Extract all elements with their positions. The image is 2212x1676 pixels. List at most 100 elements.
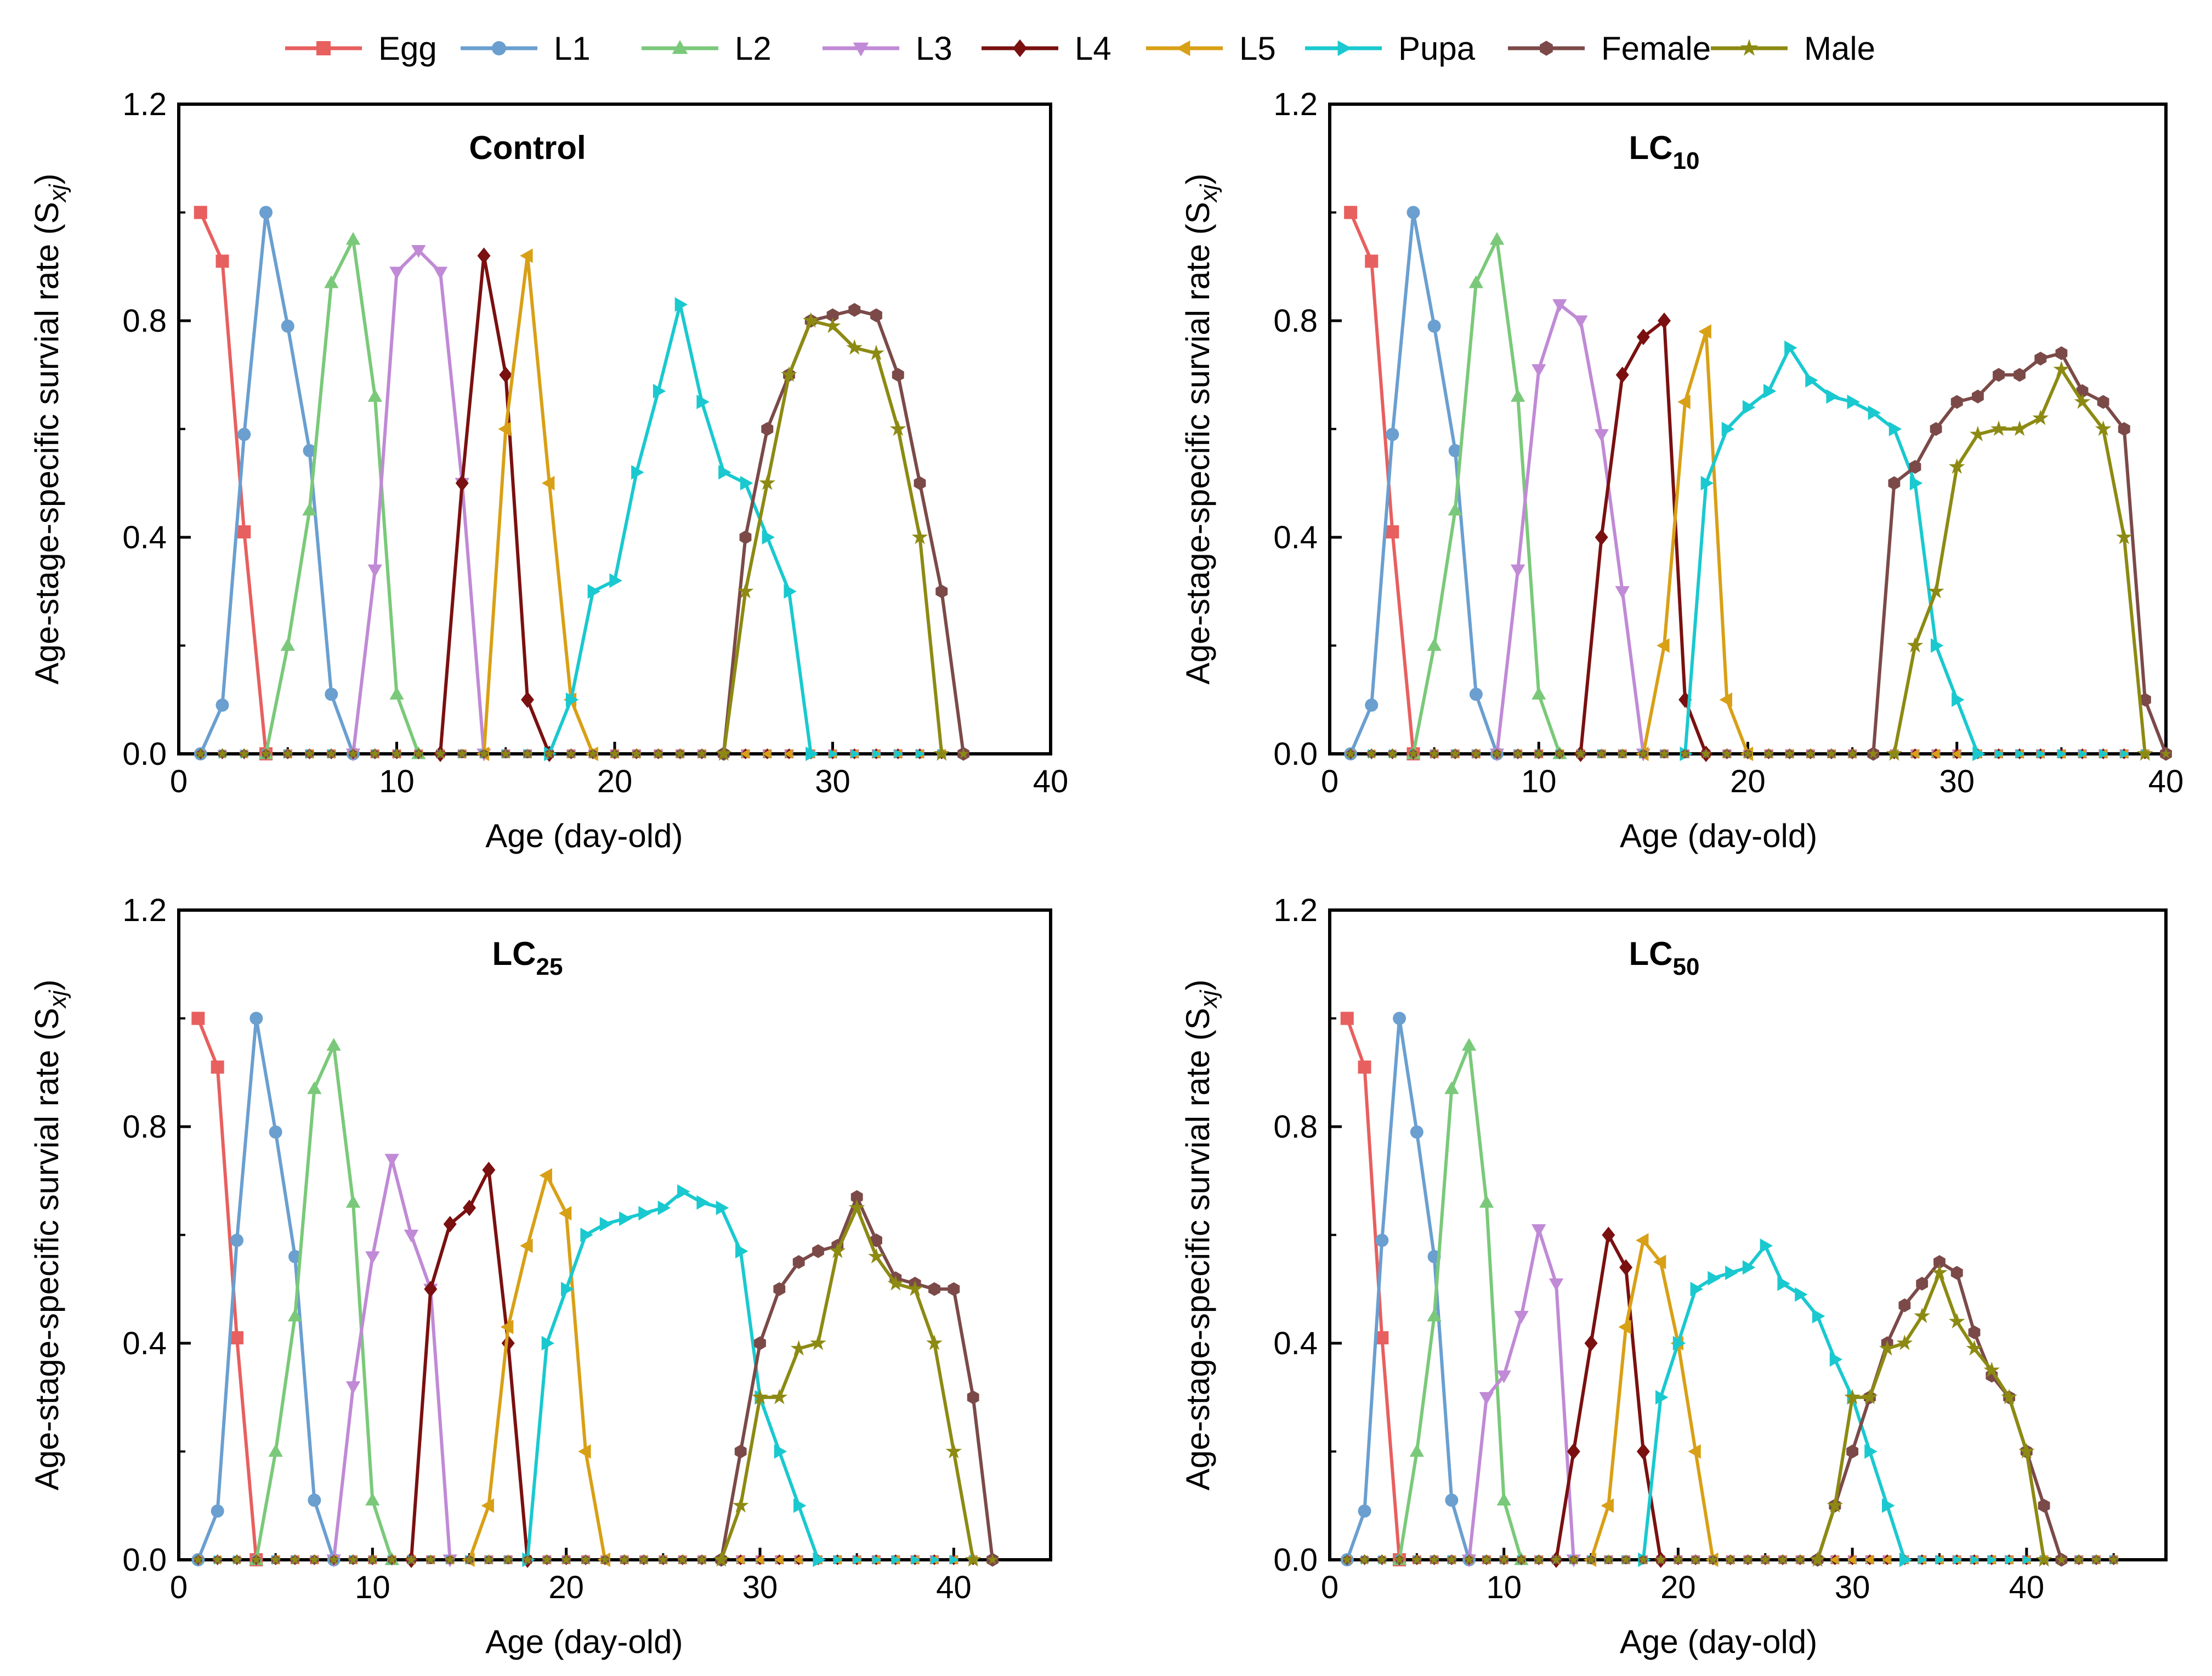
series-l1 xyxy=(1344,206,2170,760)
data-point-l5 xyxy=(500,1320,514,1334)
zero-marker-l5 xyxy=(1847,1555,1856,1565)
data-point-pupa xyxy=(657,1200,671,1215)
chart-panels: 0 10 20 30 40 0.0 0.4 0.8 1.2 Age (day-old) Age-st… xyxy=(29,87,2183,1660)
data-point-male xyxy=(824,317,841,333)
data-point-male xyxy=(926,1334,943,1350)
legend-marker-female xyxy=(1540,41,1553,56)
data-point-l4 xyxy=(499,366,513,383)
panel-title-subscript: 50 xyxy=(1673,953,1700,980)
series-l5 xyxy=(1342,1233,2118,1567)
series-l4 xyxy=(1342,1226,2118,1568)
zero-marker-male xyxy=(1554,748,1566,759)
y-tick-label: 0.4 xyxy=(1273,520,1318,555)
zero-marker-male xyxy=(677,1554,688,1565)
data-point-pupa xyxy=(609,573,622,588)
data-point-l1 xyxy=(269,1125,282,1139)
zero-marker-male xyxy=(282,748,293,759)
legend-label-l1: L1 xyxy=(554,30,591,67)
series-l2 xyxy=(1346,232,2171,759)
zero-marker-male xyxy=(1533,1554,1545,1565)
data-point-male xyxy=(945,1442,962,1459)
x-tick-label: 40 xyxy=(2009,1570,2045,1605)
data-point-pupa xyxy=(1888,422,1902,436)
series-line-l2 xyxy=(1398,1043,1523,1560)
zero-marker-male xyxy=(2056,1554,2067,1565)
data-point-pupa xyxy=(813,1552,826,1567)
data-point-l4 xyxy=(463,1200,476,1217)
zero-marker-male xyxy=(1533,748,1545,759)
zero-marker-male xyxy=(1449,748,1461,759)
y-axis-title-main: Age-stage-specific survial rate (S xyxy=(29,202,65,684)
data-point-pupa xyxy=(1690,1282,1703,1297)
data-point-l1 xyxy=(230,1234,243,1247)
series-pupa xyxy=(1343,1238,2119,1567)
legend-entry-l2: L2 xyxy=(642,30,772,67)
data-point-pupa xyxy=(784,584,797,599)
x-tick-label: 0 xyxy=(1321,764,1338,799)
series-line-female xyxy=(1871,351,2168,755)
zero-marker-male xyxy=(1672,1554,1684,1565)
data-point-male xyxy=(1970,425,1986,441)
zero-marker-male xyxy=(1794,1554,1806,1565)
data-point-l3 xyxy=(1532,364,1546,377)
data-point-female xyxy=(870,1233,882,1247)
data-point-pupa xyxy=(541,1336,555,1351)
series-pupa xyxy=(197,297,969,762)
series-male xyxy=(1341,1264,2119,1567)
data-point-l4 xyxy=(1619,1259,1633,1276)
legend-entry-l3: L3 xyxy=(823,30,952,67)
data-point-pupa xyxy=(1847,394,1860,410)
plot-frame xyxy=(177,908,1052,1561)
zero-marker-l5 xyxy=(740,749,749,759)
zero-marker-male xyxy=(367,1554,378,1565)
series-line-egg xyxy=(1349,212,1415,754)
y-axis-title: Age-stage-specific survial rate (Sxj) xyxy=(29,979,71,1490)
x-axis-title: Age (day-old) xyxy=(485,1623,683,1660)
zero-marker-pupa xyxy=(829,749,838,759)
series-male xyxy=(192,1199,998,1567)
legend-marker-male xyxy=(1740,39,1759,56)
y-tick-label: 0.0 xyxy=(122,736,167,772)
legend-entry-female: Female xyxy=(1508,30,1711,67)
data-point-pupa xyxy=(580,1228,593,1242)
data-point-l5 xyxy=(1636,1233,1649,1248)
zero-marker-male xyxy=(231,1554,242,1565)
data-point-l3 xyxy=(1573,315,1588,328)
x-tick-label: 40 xyxy=(1033,764,1069,799)
zero-marker-male xyxy=(522,1554,533,1565)
zero-marker-male xyxy=(391,748,402,759)
series-l4 xyxy=(196,247,968,762)
data-point-female xyxy=(1898,1298,1911,1313)
x-tick-label: 30 xyxy=(1835,1570,1870,1605)
series-female xyxy=(1343,1255,2118,1567)
x-tick-label: 20 xyxy=(548,1570,584,1605)
data-point-male xyxy=(1907,637,1924,653)
data-point-male xyxy=(1966,1340,1983,1356)
data-point-female xyxy=(2139,692,2151,707)
zero-marker-male xyxy=(2108,1554,2119,1565)
data-point-pupa xyxy=(1725,1265,1738,1280)
data-point-female xyxy=(812,1244,824,1258)
legend-label-l4: L4 xyxy=(1075,30,1111,67)
data-point-male xyxy=(846,339,863,355)
data-point-l2 xyxy=(324,275,339,288)
data-point-l1 xyxy=(308,1493,321,1507)
zero-marker-pupa xyxy=(2005,1555,2015,1565)
zero-marker-male xyxy=(674,748,686,759)
series-line-l5 xyxy=(482,254,595,755)
data-point-l4 xyxy=(1584,1335,1598,1351)
series-line-l1 xyxy=(199,211,355,755)
data-point-l1 xyxy=(281,319,294,333)
data-point-male xyxy=(790,1340,807,1356)
data-point-pupa xyxy=(762,530,775,545)
series-line-pupa xyxy=(548,303,813,755)
y-tick-label: 0.4 xyxy=(1273,1326,1318,1361)
data-point-male xyxy=(933,745,950,761)
data-point-male xyxy=(1948,1313,1965,1329)
data-point-female xyxy=(914,476,926,490)
zero-marker-male xyxy=(290,1554,300,1565)
data-point-pupa xyxy=(561,1282,574,1297)
zero-marker-male xyxy=(502,1554,514,1565)
zero-marker-male xyxy=(638,1554,649,1565)
data-point-l2 xyxy=(1427,1308,1442,1322)
